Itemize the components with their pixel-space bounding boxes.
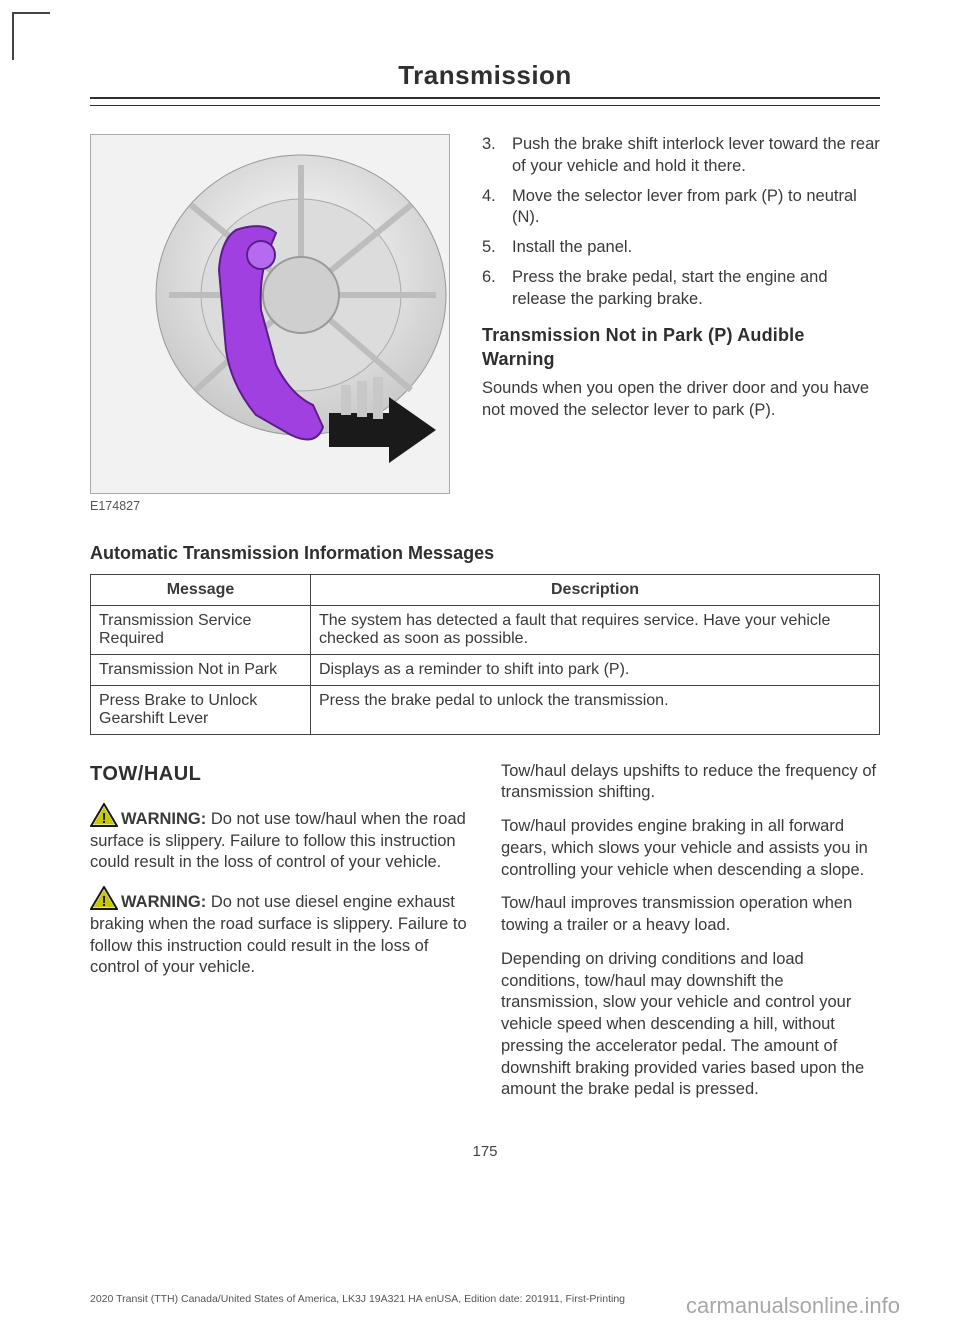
step-item: 3.Push the brake shift interlock lever t… xyxy=(482,134,880,178)
rule-thick xyxy=(90,97,880,99)
warning-block: ! WARNING: Do not use tow/haul when the … xyxy=(90,803,469,874)
table-row: Press Brake to Unlock Gearshift Lever Pr… xyxy=(91,685,880,734)
col-description: Description xyxy=(311,574,880,605)
footer-text: 2020 Transit (TTH) Canada/United States … xyxy=(90,1293,625,1305)
cell-msg: Transmission Not in Park xyxy=(91,654,311,685)
step-text: Push the brake shift interlock lever tow… xyxy=(512,134,880,178)
cell-desc: Press the brake pedal to unlock the tran… xyxy=(311,685,880,734)
warning-icon: ! xyxy=(90,886,118,910)
page-title: Transmission xyxy=(90,60,880,91)
warning-label: WARNING: xyxy=(121,810,206,828)
rule-thin xyxy=(90,105,880,106)
towhaul-para: Depending on driving conditions and load… xyxy=(501,949,880,1101)
cell-desc: The system has detected a fault that req… xyxy=(311,605,880,654)
warning-block: ! WARNING: Do not use diesel engine exha… xyxy=(90,886,469,979)
svg-text:!: ! xyxy=(102,810,107,827)
towhaul-para: Tow/haul delays upshifts to reduce the f… xyxy=(501,761,880,805)
top-columns: E174827 3.Push the brake shift interlock… xyxy=(90,134,880,515)
step-num: 5. xyxy=(482,237,502,259)
bottom-columns: TOW/HAUL ! WARNING: Do not use tow/haul … xyxy=(90,761,880,1114)
towhaul-para: Tow/haul provides engine braking in all … xyxy=(501,816,880,881)
table-row: Transmission Not in Park Displays as a r… xyxy=(91,654,880,685)
warning-label: WARNING: xyxy=(121,893,206,911)
figure-image xyxy=(90,134,450,494)
towhaul-left: TOW/HAUL ! WARNING: Do not use tow/haul … xyxy=(90,761,469,1114)
figure-column: E174827 xyxy=(90,134,450,515)
page-content: Transmission xyxy=(0,0,960,1200)
messages-heading: Automatic Transmission Information Messa… xyxy=(90,543,880,564)
cell-desc: Displays as a reminder to shift into par… xyxy=(311,654,880,685)
step-text: Press the brake pedal, start the engine … xyxy=(512,267,880,311)
towhaul-heading: TOW/HAUL xyxy=(90,761,469,787)
towhaul-right: Tow/haul delays upshifts to reduce the f… xyxy=(501,761,880,1114)
watermark: carmanualsonline.info xyxy=(686,1293,900,1319)
table-header-row: Message Description xyxy=(91,574,880,605)
audible-warning-body: Sounds when you open the driver door and… xyxy=(482,378,880,422)
step-item: 6.Press the brake pedal, start the engin… xyxy=(482,267,880,311)
svg-text:!: ! xyxy=(102,893,107,910)
steps-list: 3.Push the brake shift interlock lever t… xyxy=(482,134,880,310)
step-item: 4.Move the selector lever from park (P) … xyxy=(482,186,880,230)
right-column: 3.Push the brake shift interlock lever t… xyxy=(482,134,880,515)
col-message: Message xyxy=(91,574,311,605)
step-item: 5. Install the panel. xyxy=(482,237,880,259)
cell-msg: Press Brake to Unlock Gearshift Lever xyxy=(91,685,311,734)
messages-table: Message Description Transmission Service… xyxy=(90,574,880,735)
audible-warning-heading: Transmission Not in Park (P) Audible War… xyxy=(482,324,880,372)
table-row: Transmission Service Required The system… xyxy=(91,605,880,654)
step-text: Install the panel. xyxy=(512,237,632,259)
transmission-diagram xyxy=(91,135,450,494)
towhaul-para: Tow/haul improves transmission operation… xyxy=(501,893,880,937)
step-num: 3. xyxy=(482,134,502,178)
step-num: 6. xyxy=(482,267,502,311)
step-num: 4. xyxy=(482,186,502,230)
step-text: Move the selector lever from park (P) to… xyxy=(512,186,880,230)
figure-label: E174827 xyxy=(90,498,450,515)
page-number: 175 xyxy=(90,1143,880,1160)
cell-msg: Transmission Service Required xyxy=(91,605,311,654)
warning-icon: ! xyxy=(90,803,118,827)
